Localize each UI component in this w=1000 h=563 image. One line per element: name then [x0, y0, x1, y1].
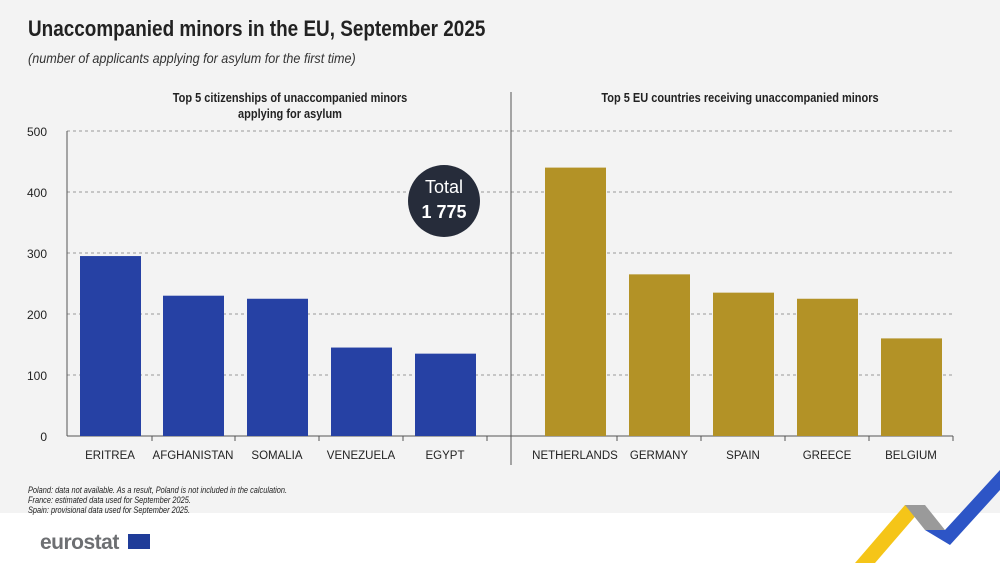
bar-venezuela: [331, 347, 392, 436]
x-tick-label: EGYPT: [426, 450, 465, 462]
y-tick-label: 100: [27, 369, 47, 383]
chart-subtitle: (number of applicants applying for asylu…: [28, 50, 356, 66]
x-tick-label: GREECE: [803, 450, 852, 462]
bar-spain: [713, 292, 774, 436]
x-tick-label: SOMALIA: [251, 450, 302, 462]
footnote: France: estimated data used for Septembe…: [28, 495, 191, 505]
x-tick-label: GERMANY: [630, 450, 688, 462]
bar-egypt: [415, 353, 476, 436]
eurostat-logo: eurostat: [40, 531, 119, 554]
y-tick-label: 300: [27, 247, 47, 261]
bar-netherlands: [545, 167, 606, 436]
footnote: Spain: provisional data used for Septemb…: [28, 505, 191, 515]
eu-flag-icon: [128, 534, 150, 549]
x-tick-label: SPAIN: [726, 450, 760, 462]
footnotes: Poland: data not available. As a result,…: [28, 485, 287, 515]
bar-greece: [797, 298, 858, 436]
left-panel-title: Top 5 citizenships of unaccompanied mino…: [172, 91, 408, 121]
x-tick-label: VENEZUELA: [327, 450, 396, 462]
bar-eritrea: [80, 256, 141, 436]
total-badge-label: Total: [425, 177, 463, 197]
y-tick-label: 200: [27, 308, 47, 322]
bar-belgium: [881, 338, 942, 436]
chart-title: Unaccompanied minors in the EU, Septembe…: [28, 16, 486, 41]
y-tick-label: 400: [27, 186, 47, 200]
right-panel-title: Top 5 EU countries receiving unaccompani…: [601, 91, 879, 105]
x-tick-label: NETHERLANDS: [532, 450, 618, 462]
x-tick-label: BELGIUM: [885, 450, 937, 462]
total-badge: [408, 165, 480, 237]
x-tick-label: ERITREA: [85, 450, 135, 462]
x-tick-label: AFGHANISTAN: [153, 450, 234, 462]
y-tick-label: 500: [27, 125, 47, 139]
bar-somalia: [247, 298, 308, 436]
footnote: Poland: data not available. As a result,…: [28, 485, 288, 495]
total-badge-value: 1 775: [421, 202, 466, 222]
bar-afghanistan: [163, 295, 224, 436]
y-tick-label: 0: [40, 430, 47, 444]
bar-germany: [629, 274, 690, 436]
